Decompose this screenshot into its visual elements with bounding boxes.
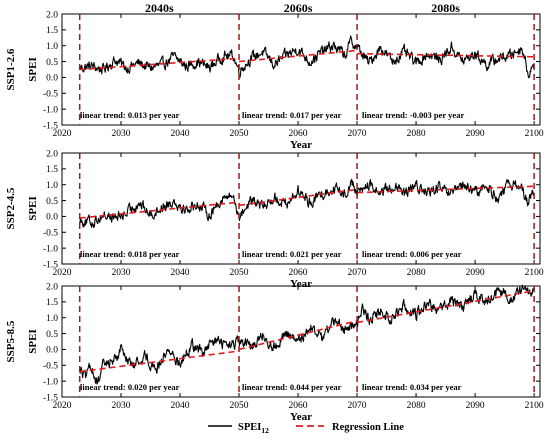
x-tick-label: 2040 bbox=[171, 401, 190, 411]
y-axis-label: SPEI bbox=[27, 57, 39, 81]
x-tick-label: 2050 bbox=[230, 401, 249, 411]
plot-frame bbox=[61, 152, 541, 265]
y-tick-label: -0.5 bbox=[43, 362, 58, 372]
x-tick-label: 2080 bbox=[407, 268, 426, 278]
y-tick-label: 1.5 bbox=[46, 165, 58, 175]
y-tick-label: 0.0 bbox=[46, 346, 58, 356]
x-tick-label: 2090 bbox=[466, 268, 485, 278]
y-tick-label: 0.5 bbox=[46, 58, 58, 68]
x-tick-label: 2030 bbox=[112, 129, 131, 139]
y-tick-label: -1.0 bbox=[43, 105, 58, 115]
spei-series-line bbox=[79, 284, 535, 385]
y-tick-label: 1.0 bbox=[46, 42, 58, 52]
plot-frame bbox=[61, 285, 541, 398]
x-tick-label: 2090 bbox=[466, 129, 485, 139]
trend-annotation: linear trend: 0.044 per year bbox=[242, 382, 342, 392]
regression-line bbox=[238, 320, 358, 351]
trend-annotation: linear trend: 0.034 per year bbox=[362, 382, 462, 392]
panel-ssp5-85: -1.5 -1.0 -0.5 0.0 0.5 1.0 1.5 2.0 2020 2030 2040 2… bbox=[5, 282, 544, 423]
y-tick-label: -1.0 bbox=[43, 244, 58, 254]
y-tick-label: 0.0 bbox=[46, 74, 58, 84]
scenario-label: SSP1-2.6 bbox=[5, 48, 17, 90]
x-tick-label: 2050 bbox=[230, 268, 249, 278]
y-tick-label: 1.0 bbox=[46, 181, 58, 191]
y-tick-label: 2.0 bbox=[46, 282, 58, 292]
y-tick-label: 1.5 bbox=[46, 298, 58, 308]
y-axis-label: SPEI bbox=[27, 329, 39, 353]
panel-ssp1-26: -1.5 -1.0 -0.5 0.0 0.5 1.0 1.5 2.0 2020 2030 2040 2… bbox=[5, 1, 544, 151]
x-tick-label: 2080 bbox=[407, 401, 426, 411]
x-tick-label: 2100 bbox=[525, 129, 544, 139]
legend: SPEI12 Regression Line bbox=[208, 422, 404, 435]
x-tick-label: 2030 bbox=[112, 401, 131, 411]
trend-annotation: linear trend: 0.013 per year bbox=[80, 110, 180, 120]
y-tick-label: -1.5 bbox=[43, 393, 58, 403]
regression-line bbox=[79, 350, 240, 373]
x-tick-label: 2060 bbox=[289, 401, 308, 411]
period-label: 2040s bbox=[145, 1, 174, 15]
y-tick-label: 0.5 bbox=[46, 197, 58, 207]
x-tick-label: 2060 bbox=[289, 129, 308, 139]
x-tick-label: 2100 bbox=[525, 268, 544, 278]
x-tick-label: 2060 bbox=[289, 268, 308, 278]
y-tick-label: -1.5 bbox=[43, 260, 58, 270]
legend-spei-label: SPEI12 bbox=[238, 422, 269, 435]
trend-annotation: linear trend: 0.020 per year bbox=[80, 382, 180, 392]
y-tick-label: -0.5 bbox=[43, 229, 58, 239]
y-axis-label: SPEI bbox=[27, 196, 39, 220]
regression-line bbox=[79, 201, 240, 219]
spei-series-line bbox=[79, 178, 535, 229]
y-tick-label: 1.0 bbox=[46, 314, 58, 324]
scenario-label: SSP2-4.5 bbox=[5, 187, 17, 229]
trend-annotation: linear trend: 0.021 per year bbox=[242, 249, 342, 259]
trend-annotation: linear trend: 0.006 per year bbox=[362, 249, 462, 259]
scenario-label: SSP5-8.5 bbox=[5, 320, 17, 362]
x-tick-label: 2020 bbox=[53, 129, 72, 139]
x-tick-label: 2090 bbox=[466, 401, 485, 411]
x-axis-label: Year bbox=[290, 411, 312, 423]
x-tick-label: 2070 bbox=[348, 401, 367, 411]
x-tick-label: 2100 bbox=[525, 401, 544, 411]
y-tick-label: -0.5 bbox=[43, 90, 58, 100]
x-tick-label: 2040 bbox=[171, 268, 190, 278]
x-tick-label: 2070 bbox=[348, 268, 367, 278]
period-label: 2080s bbox=[431, 1, 460, 15]
spei-series-line bbox=[79, 35, 535, 79]
x-tick-label: 2030 bbox=[112, 268, 131, 278]
x-tick-label: 2080 bbox=[407, 129, 426, 139]
trend-annotation: linear trend: -0.003 per year bbox=[362, 110, 464, 120]
x-tick-label: 2070 bbox=[348, 129, 367, 139]
y-tick-label: 2.0 bbox=[46, 149, 58, 159]
panel-ssp2-45: -1.5 -1.0 -0.5 0.0 0.5 1.0 1.5 2.0 2020 2030 2040 2… bbox=[5, 149, 544, 290]
legend-spei-subscript: 12 bbox=[261, 426, 269, 435]
x-tick-label: 2050 bbox=[230, 129, 249, 139]
trend-annotation: linear trend: 0.017 per year bbox=[242, 110, 342, 120]
regression-line bbox=[79, 57, 240, 71]
x-axis-label: Year bbox=[290, 139, 312, 151]
legend-regression-label: Regression Line bbox=[332, 422, 404, 433]
y-tick-label: 2.0 bbox=[46, 10, 58, 20]
x-tick-label: 2020 bbox=[53, 401, 72, 411]
legend-spei-main: SPEI bbox=[238, 422, 261, 433]
x-axis-label: Year bbox=[290, 278, 312, 290]
y-tick-label: -1.5 bbox=[43, 121, 58, 131]
plot-frame bbox=[61, 13, 541, 126]
x-tick-label: 2040 bbox=[171, 129, 190, 139]
period-label: 2060s bbox=[284, 1, 313, 15]
trend-annotation: linear trend: 0.018 per year bbox=[80, 249, 180, 259]
y-tick-label: 0.0 bbox=[46, 213, 58, 223]
y-tick-label: -1.0 bbox=[43, 377, 58, 387]
y-tick-label: 1.5 bbox=[46, 26, 58, 36]
y-tick-label: 0.5 bbox=[46, 330, 58, 340]
x-tick-label: 2020 bbox=[53, 268, 72, 278]
